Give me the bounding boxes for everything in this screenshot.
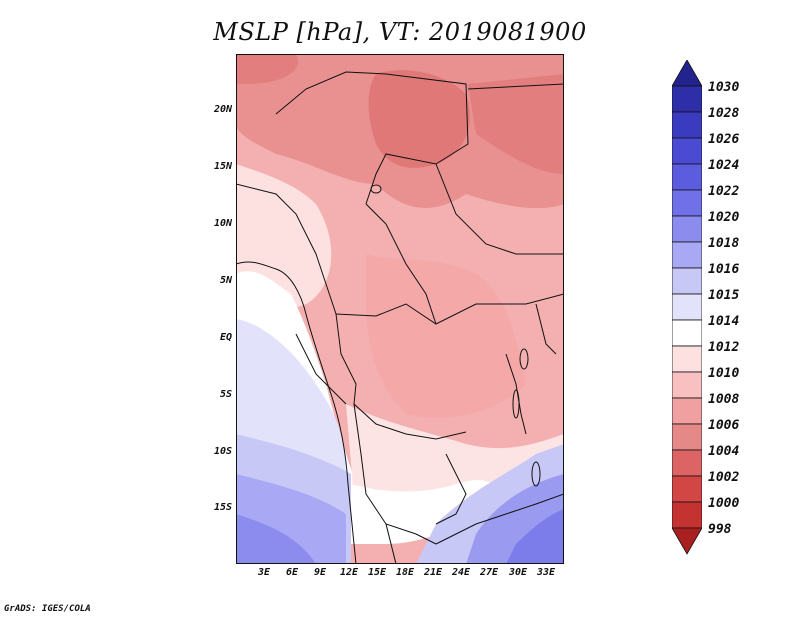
pressure-1004-nw-zone [236, 54, 298, 84]
colorbar-cell [672, 371, 702, 399]
lon-label-24e: 24E [451, 567, 471, 578]
colorbar-label-1020: 1020 [708, 210, 740, 225]
lon-label-33e: 33E [536, 567, 556, 578]
colorbar-cell [672, 137, 702, 165]
colorbar-cell-top [672, 60, 702, 87]
colorbar-label-1012: 1012 [708, 340, 740, 355]
colorbar-label-1016: 1016 [708, 262, 740, 277]
colorbar-cell [672, 293, 702, 321]
colorbar [672, 60, 702, 555]
colorbar-label-1018: 1018 [708, 236, 740, 251]
lon-label-3e: 3E [257, 567, 271, 578]
pressure-1020-se-zone [506, 509, 564, 564]
lat-label-20n: 20N [213, 104, 232, 115]
pressure-1004-zone [368, 70, 470, 168]
colorbar-label-1004: 1004 [708, 444, 740, 459]
colorbar-label-1024: 1024 [708, 158, 740, 173]
colorbar-cell [672, 319, 702, 347]
colorbar-label-998: 998 [708, 522, 732, 537]
colorbar-cell [672, 215, 702, 243]
colorbar-cell [672, 501, 702, 529]
colorbar-cell [672, 267, 702, 295]
colorbar-cell [672, 189, 702, 217]
coastline [236, 261, 357, 564]
colorbar-cell [672, 241, 702, 269]
lon-label-21e: 21E [423, 567, 443, 578]
colorbar-cell [672, 345, 702, 373]
lat-label-5s: 5S [219, 389, 232, 400]
pressure-1020-zone [236, 514, 316, 564]
pressure-1004-ne-zone [468, 74, 564, 174]
lon-label-15e: 15E [367, 567, 387, 578]
lon-label-6e: 6E [285, 567, 299, 578]
colorbar-label-1006: 1006 [708, 418, 740, 433]
lat-label-5n: 5N [219, 275, 232, 286]
colorbar-cell [672, 449, 702, 477]
lon-label-27e: 27E [479, 567, 499, 578]
lat-label-15s: 15S [213, 502, 232, 513]
lon-label-18e: 18E [395, 567, 415, 578]
country-borders [236, 71, 564, 564]
colorbar-cell [672, 85, 702, 113]
mslp-map [236, 54, 564, 564]
map-frame [236, 54, 564, 564]
colorbar-label-1014: 1014 [708, 314, 740, 329]
lakes [370, 184, 541, 487]
lon-label-30e: 30E [508, 567, 528, 578]
colorbar-label-1002: 1002 [708, 470, 740, 485]
pressure-1010-central-zone [366, 254, 526, 418]
lat-label-10n: 10N [213, 218, 232, 229]
colorbar-label-1028: 1028 [708, 106, 740, 121]
colorbar-label-1030: 1030 [708, 80, 740, 95]
colorbar-cell [672, 397, 702, 425]
colorbar-cell [672, 423, 702, 451]
colorbar-label-1008: 1008 [708, 392, 740, 407]
colorbar-cell [672, 163, 702, 191]
colorbar-cell [672, 111, 702, 139]
lon-label-9e: 9E [313, 567, 327, 578]
colorbar-label-1022: 1022 [708, 184, 740, 199]
lat-label-15n: 15N [213, 161, 232, 172]
lon-label-12e: 12E [339, 567, 359, 578]
lat-label-10s: 10S [213, 446, 232, 457]
colorbar-cell-bottom [672, 527, 702, 555]
colorbar-cell [672, 475, 702, 503]
colorbar-label-1010: 1010 [708, 366, 740, 381]
colorbar-label-1015: 1015 [708, 288, 740, 303]
colorbar-label-1000: 1000 [708, 496, 740, 511]
grads-credit: GrADS: IGES/COLA [4, 604, 91, 614]
map-title: MSLP [hPa], VT: 2019081900 [213, 18, 587, 46]
colorbar-label-1026: 1026 [708, 132, 740, 147]
lat-label-eq: EQ [219, 332, 232, 343]
pressure-1014-south-zone [351, 480, 499, 544]
pressure-1012-zone [236, 164, 332, 307]
